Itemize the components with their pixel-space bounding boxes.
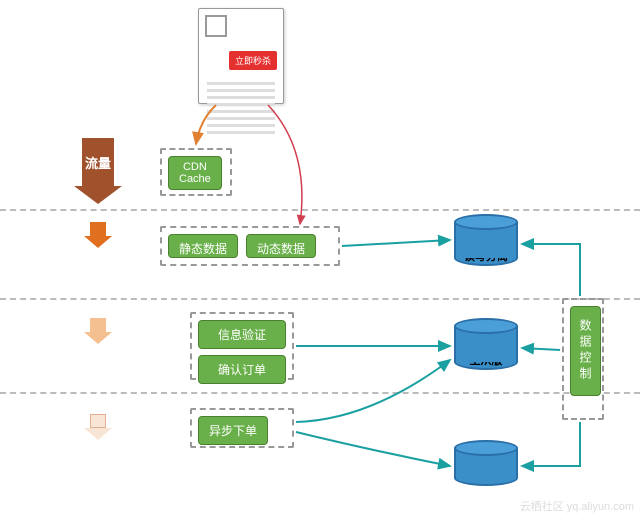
async-group: 异步下单	[190, 408, 294, 448]
cdn-group: CDN Cache	[160, 148, 232, 196]
order-group: 信息验证 确认订单	[190, 312, 294, 380]
dynamic-data-box: 动态数据	[246, 234, 316, 258]
redis-ms-db: Redis 主从版	[454, 318, 518, 370]
flow-arrow-2	[84, 222, 112, 246]
async-box: 异步下单	[198, 416, 268, 445]
divider-2	[0, 298, 640, 300]
verify-box: 信息验证	[198, 320, 286, 349]
control-group: 数据控制	[562, 298, 604, 420]
flow-label: 流量	[82, 138, 114, 186]
divider-3	[0, 392, 640, 394]
page-doc: 立即秒杀	[198, 8, 284, 104]
divider-1	[0, 209, 640, 211]
watermark: 云栖社区 yq.aliyun.com	[520, 498, 634, 514]
flow-arrow-4	[84, 414, 112, 438]
control-box: 数据控制	[570, 306, 601, 396]
confirm-box: 确认订单	[198, 355, 286, 384]
redis-rw-db: Redis 读写分离	[454, 214, 518, 266]
cdn-box: CDN Cache	[168, 156, 222, 190]
static-data-box: 静态数据	[168, 234, 238, 258]
data-group: 静态数据 动态数据	[160, 226, 340, 266]
mysql-db: Mysql	[454, 440, 518, 486]
seckill-button: 立即秒杀	[229, 51, 277, 70]
flow-arrow-3	[84, 318, 112, 342]
